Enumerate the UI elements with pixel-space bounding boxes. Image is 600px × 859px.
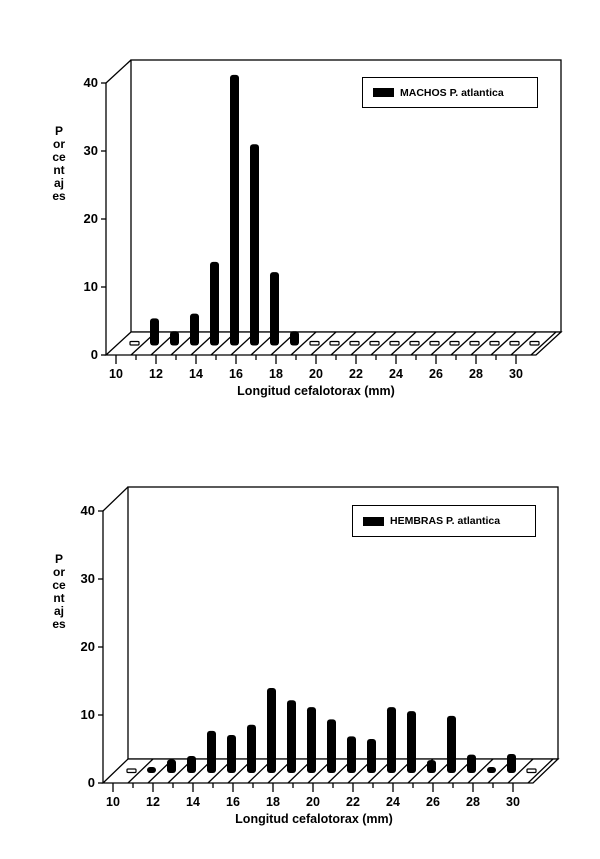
bar <box>270 272 279 346</box>
x-tick-label: 30 <box>509 367 523 381</box>
x-tick-label: 24 <box>389 367 403 381</box>
empty-bar-marker <box>429 340 440 346</box>
legend: HEMBRAS P. atlantica <box>352 505 536 537</box>
bar <box>227 734 236 773</box>
chart-machos: 0 10 20 30 40 10 12 14 16 18 20 22 24 26 28 30 Porcentaj… <box>0 0 600 420</box>
bar <box>447 715 456 773</box>
x-tick-label: 28 <box>466 795 480 809</box>
x-tick-label: 24 <box>386 795 400 809</box>
y-axis-label: Porcentajes <box>52 552 66 631</box>
x-tick-label: 26 <box>426 795 440 809</box>
bar <box>250 144 259 346</box>
y-tick-label: 40 <box>80 503 95 518</box>
bar <box>367 739 376 773</box>
y-axis-label: Porcentajes <box>52 124 66 203</box>
bar <box>290 331 299 346</box>
bar <box>407 711 416 773</box>
empty-bar-marker <box>369 340 380 346</box>
empty-bar-marker <box>126 768 137 774</box>
bar <box>167 759 176 773</box>
bar <box>327 719 336 773</box>
y-tick-label: 10 <box>83 279 98 294</box>
empty-bar-marker <box>489 340 500 346</box>
y-tick-label: 20 <box>80 639 95 654</box>
empty-bar-marker <box>389 340 400 346</box>
legend-label: HEMBRAS P. atlantica <box>390 515 501 527</box>
empty-bar-marker <box>129 340 140 346</box>
x-axis-label: Longitud cefalotorax (mm) <box>235 812 393 826</box>
bar <box>190 313 199 346</box>
x-tick-label: 20 <box>309 367 323 381</box>
x-tick-label: 22 <box>349 367 363 381</box>
y-tick-label: 40 <box>83 75 98 90</box>
chart-svg <box>98 486 560 792</box>
x-tick-label: 30 <box>506 795 520 809</box>
bar <box>170 331 179 346</box>
bar <box>207 730 216 773</box>
y-tick-label: 20 <box>83 211 98 226</box>
bar <box>247 724 256 773</box>
legend: MACHOS P. atlantica <box>362 77 538 108</box>
x-tick-label: 14 <box>189 367 203 381</box>
y-tick-label: 0 <box>90 347 98 362</box>
y-tick-label: 30 <box>80 571 95 586</box>
bar <box>347 736 356 773</box>
y-tick-label: 30 <box>83 143 98 158</box>
bar <box>150 318 159 346</box>
bar <box>230 74 239 346</box>
bar <box>487 767 496 773</box>
empty-bar-marker <box>529 340 540 346</box>
legend-label: MACHOS P. atlantica <box>400 86 504 99</box>
legend-swatch-icon <box>373 88 394 97</box>
legend-swatch-icon <box>363 516 384 526</box>
bar <box>507 754 516 773</box>
bar <box>387 707 396 773</box>
empty-bar-marker <box>449 340 460 346</box>
empty-bar-marker <box>469 340 480 346</box>
x-tick-label: 22 <box>346 795 360 809</box>
y-tick-label: 0 <box>87 775 95 790</box>
chart-hembras: 0 10 20 30 40 10 12 14 16 18 20 22 24 26 28 30 Porcentaj… <box>0 429 600 849</box>
empty-bar-marker <box>526 768 537 774</box>
x-tick-label: 12 <box>146 795 160 809</box>
bar <box>267 688 276 773</box>
empty-bar-marker <box>349 340 360 346</box>
x-tick-label: 16 <box>229 367 243 381</box>
x-tick-label: 16 <box>226 795 240 809</box>
bar <box>147 767 156 773</box>
empty-bar-marker <box>509 340 520 346</box>
top-left-edge <box>102 486 129 512</box>
bar <box>307 707 316 773</box>
y-tick-label: 10 <box>80 707 95 722</box>
bar <box>187 756 196 773</box>
bar <box>467 754 476 773</box>
bar <box>427 760 436 773</box>
x-tick-label: 26 <box>429 367 443 381</box>
empty-bar-marker <box>309 340 320 346</box>
empty-bar-marker <box>409 340 420 346</box>
x-tick-label: 18 <box>266 795 280 809</box>
x-tick-label: 10 <box>109 367 123 381</box>
empty-bar-marker <box>329 340 340 346</box>
x-tick-label: 28 <box>469 367 483 381</box>
x-axis-label: Longitud cefalotorax (mm) <box>237 384 395 398</box>
x-tick-label: 14 <box>186 795 200 809</box>
x-tick-label: 10 <box>106 795 120 809</box>
x-tick-label: 18 <box>269 367 283 381</box>
x-tick-label: 12 <box>149 367 163 381</box>
top-left-edge <box>105 59 132 84</box>
bar <box>210 261 219 346</box>
bar <box>287 700 296 773</box>
x-tick-label: 20 <box>306 795 320 809</box>
